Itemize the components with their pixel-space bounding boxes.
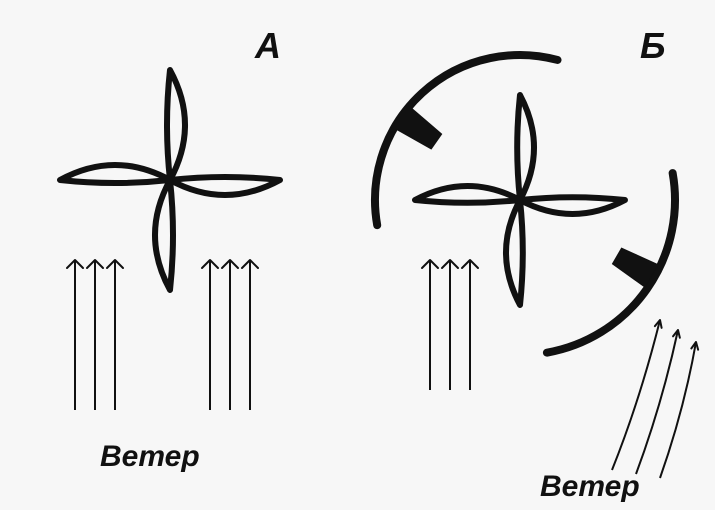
diagram-svg [0, 0, 715, 510]
diagram-canvas: А Б Ветер Ветер [0, 0, 715, 510]
